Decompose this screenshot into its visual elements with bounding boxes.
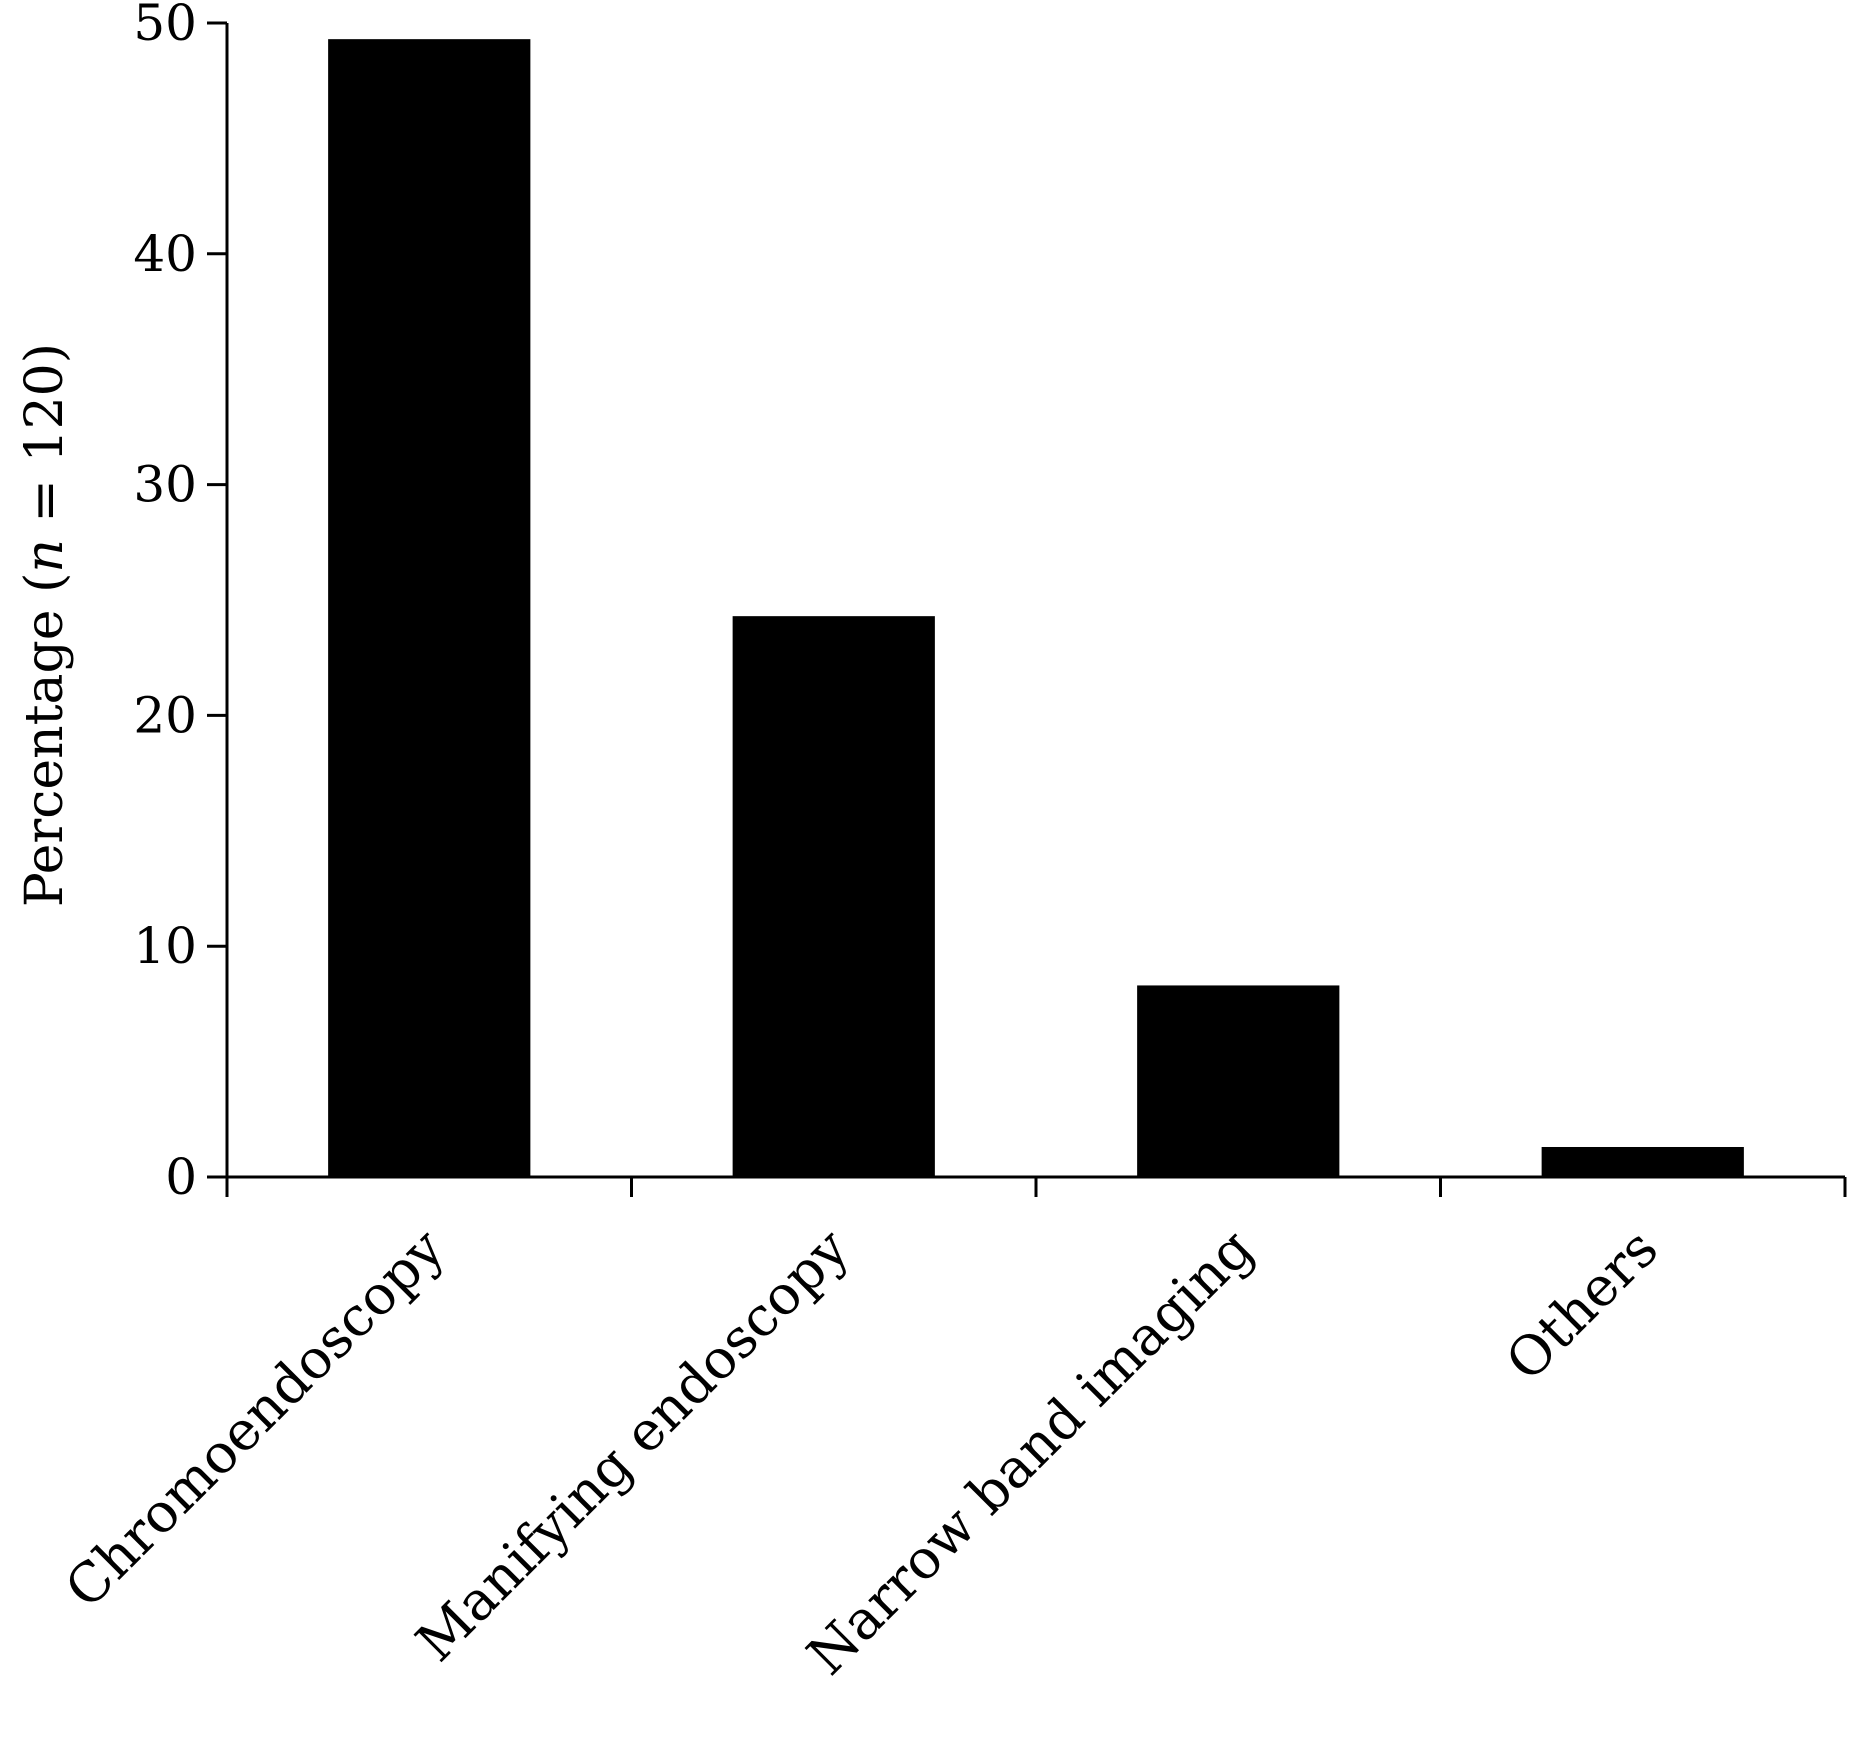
y-tick-label: 0 bbox=[165, 1148, 197, 1206]
y-tick-label: 20 bbox=[133, 686, 197, 744]
y-tick-label: 10 bbox=[133, 917, 197, 975]
y-ticks-group: 0 10 20 30 40 50 bbox=[133, 0, 227, 1206]
y-axis-title: Percentage (n = 120) bbox=[15, 343, 75, 907]
y-axis-title-prefix: Percentage ( bbox=[15, 573, 75, 907]
bar-chromoendoscopy bbox=[328, 39, 531, 1177]
y-tick-label: 40 bbox=[133, 225, 197, 283]
y-tick-label: 30 bbox=[133, 456, 197, 514]
bar-narrow-band-imaging bbox=[1137, 985, 1340, 1177]
x-ticks-group bbox=[225, 1177, 1847, 1197]
bar-manifying-endoscopy bbox=[732, 616, 935, 1177]
y-axis-title-italic: n bbox=[15, 539, 75, 573]
x-category-label: Narrow band imaging bbox=[795, 1217, 1265, 1687]
bars-group bbox=[328, 39, 1744, 1177]
y-axis-title-suffix: = 120) bbox=[15, 343, 75, 539]
bar-others bbox=[1541, 1146, 1744, 1177]
x-category-label: Manifying endoscopy bbox=[404, 1216, 861, 1673]
y-tick-label: 50 bbox=[133, 0, 197, 52]
x-category-label: Others bbox=[1494, 1217, 1670, 1393]
x-category-label: Chromoendoscopy bbox=[53, 1216, 457, 1620]
